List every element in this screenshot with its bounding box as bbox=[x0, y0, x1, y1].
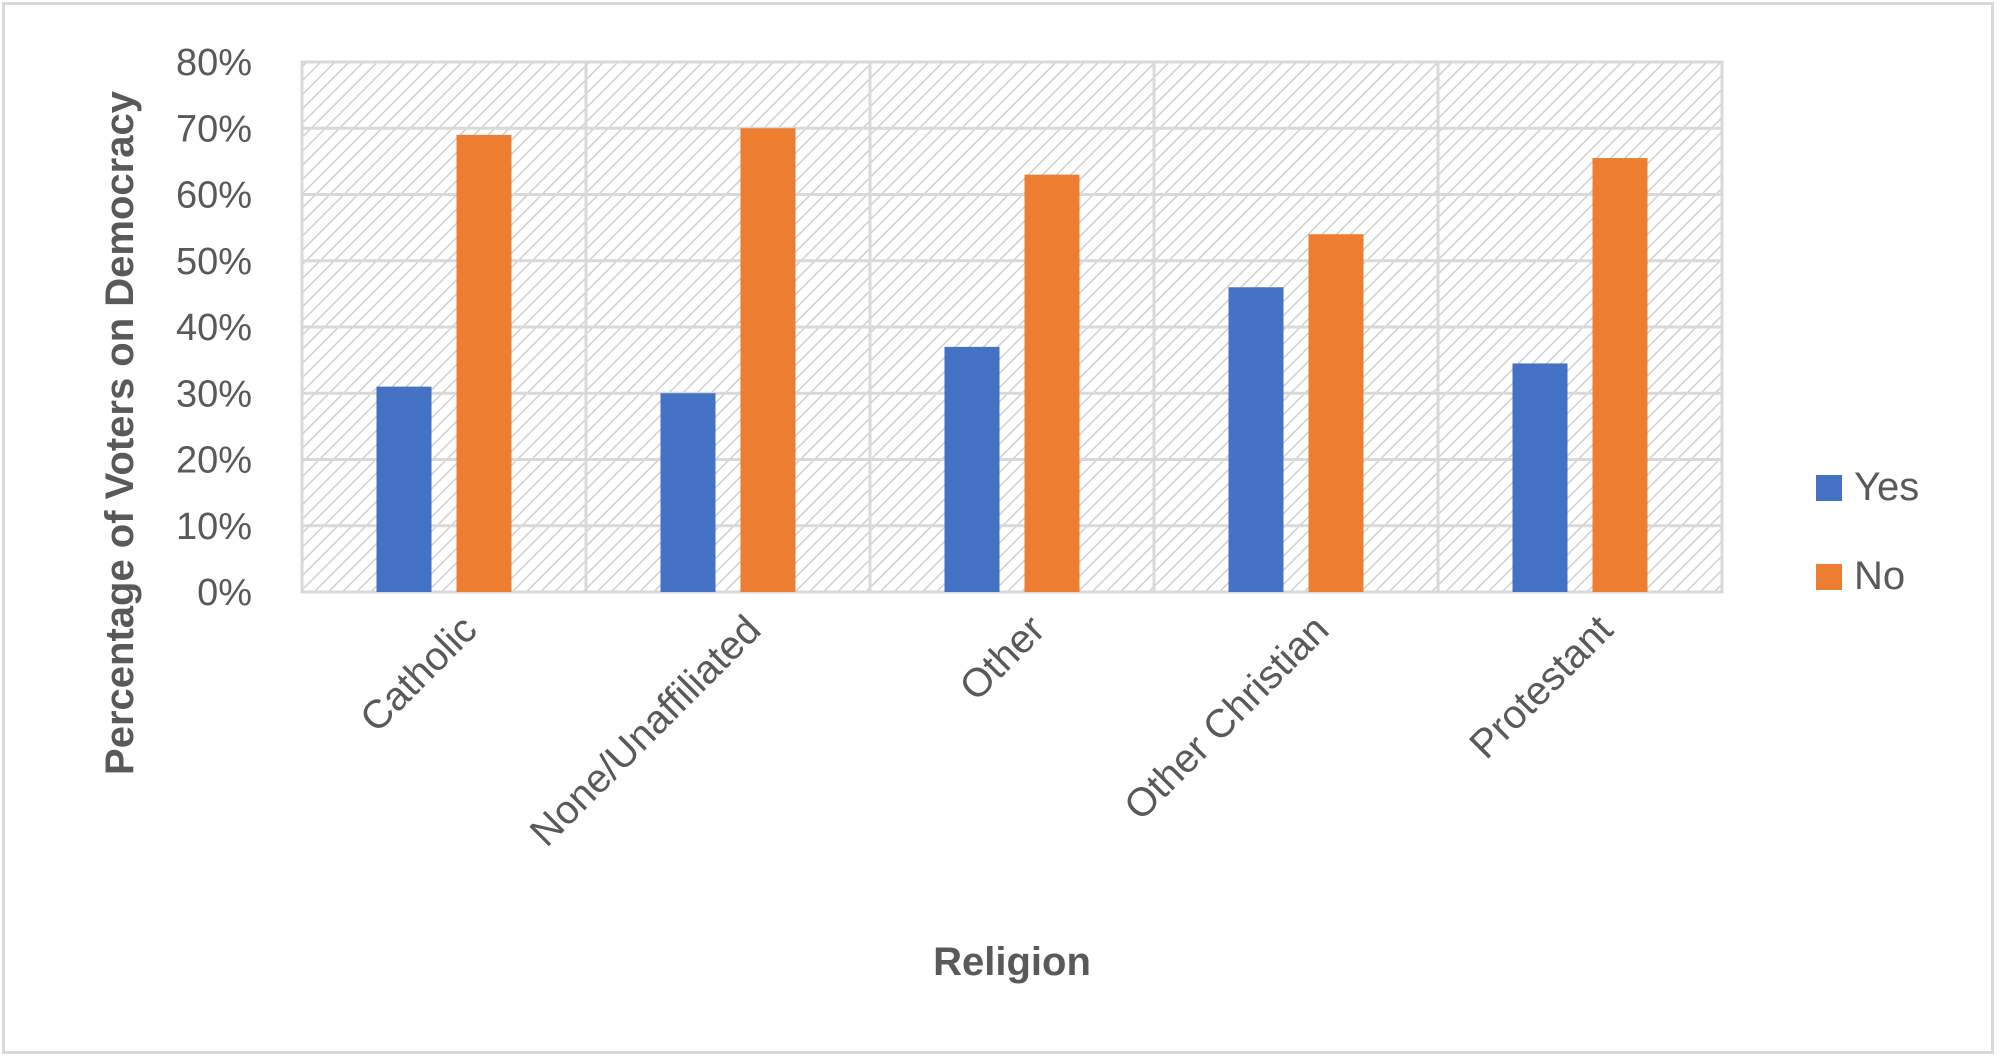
y-axis-ticks: 0% 10% 20% 30% 40% 50% 60% 70% 80% bbox=[176, 42, 252, 614]
bar-no-other bbox=[1024, 174, 1080, 592]
x-axis-title: Religion bbox=[933, 940, 1091, 984]
legend-label-yes: Yes bbox=[1854, 465, 1919, 509]
y-axis-title: Percentage of Voters on Democracy bbox=[98, 90, 142, 775]
y-tick-label: 30% bbox=[176, 373, 252, 415]
y-tick-label: 10% bbox=[176, 506, 252, 548]
gridlines bbox=[302, 60, 1722, 594]
x-category-label: Protestant bbox=[1461, 607, 1621, 767]
y-tick-label: 60% bbox=[176, 175, 252, 217]
bars bbox=[376, 128, 1648, 592]
bar-yes-catholic bbox=[376, 386, 432, 592]
y-tick-label: 50% bbox=[176, 241, 252, 283]
x-category-label: None/Unaffiliated bbox=[522, 607, 770, 855]
legend-swatch-no bbox=[1816, 564, 1842, 590]
legend-swatch-yes bbox=[1816, 475, 1842, 501]
x-category-label: Other bbox=[952, 607, 1054, 709]
bar-no-none-unaffiliated bbox=[740, 128, 796, 592]
bar-yes-protestant bbox=[1512, 363, 1568, 592]
x-axis-categories: Catholic None/Unaffiliated Other Other Chri… bbox=[352, 607, 1621, 855]
bar-yes-other bbox=[944, 346, 1000, 592]
bar-no-protestant bbox=[1592, 158, 1648, 592]
y-tick-label: 20% bbox=[176, 440, 252, 482]
bar-no-other-christian bbox=[1308, 234, 1364, 592]
y-tick-label: 0% bbox=[197, 572, 252, 614]
bar-yes-other-christian bbox=[1228, 287, 1284, 592]
bar-yes-none-unaffiliated bbox=[660, 393, 716, 592]
y-tick-label: 40% bbox=[176, 307, 252, 349]
y-tick-label: 80% bbox=[176, 42, 252, 84]
bar-no-catholic bbox=[456, 134, 512, 592]
x-category-label: Other Christian bbox=[1116, 607, 1337, 828]
legend: Yes No bbox=[1816, 465, 1919, 598]
y-tick-label: 70% bbox=[176, 108, 252, 150]
legend-label-no: No bbox=[1854, 554, 1905, 598]
x-category-label: Catholic bbox=[352, 607, 485, 740]
